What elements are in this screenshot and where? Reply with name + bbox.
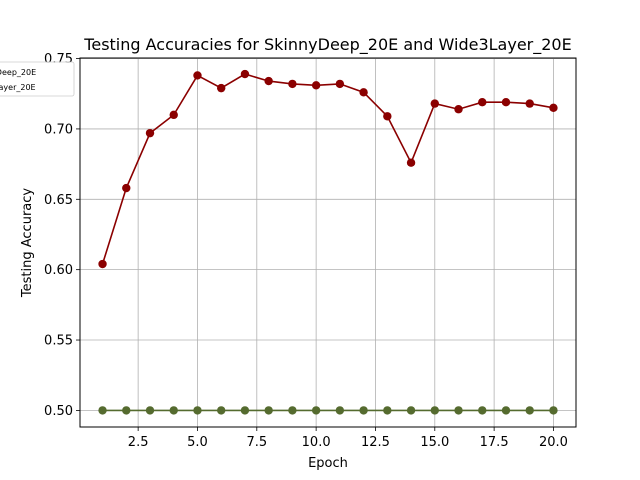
y-tick-label: 0.55 (44, 334, 73, 349)
x-tick-label: 15.0 (420, 435, 449, 450)
grid-lines (80, 58, 576, 427)
data-point-wide3layer-20e (525, 406, 534, 415)
plot-frame (79, 57, 577, 428)
data-point-skinnydeep-20e (478, 97, 487, 107)
series-wide3layer-20e (98, 406, 558, 415)
y-tick-label: 0.50 (44, 404, 73, 419)
data-point-skinnydeep-20e (406, 158, 416, 167)
x-tick-label: 12.5 (361, 435, 390, 450)
data-point-skinnydeep-20e (98, 259, 107, 269)
data-point-wide3layer-20e (169, 406, 178, 415)
data-point-skinnydeep-20e (454, 105, 463, 114)
data-point-wide3layer-20e (478, 406, 487, 415)
data-point-skinnydeep-20e (122, 183, 131, 193)
y-tick-label: 0.70 (44, 122, 73, 137)
data-point-skinnydeep-20e (169, 110, 178, 120)
data-point-skinnydeep-20e (383, 112, 392, 121)
data-point-wide3layer-20e (145, 406, 155, 415)
data-point-wide3layer-20e (501, 406, 511, 415)
series-skinnydeep-20e (98, 69, 558, 269)
x-tick-label: 17.5 (480, 435, 509, 450)
data-point-skinnydeep-20e (217, 83, 226, 93)
data-point-wide3layer-20e (549, 406, 558, 415)
data-point-wide3layer-20e (98, 406, 107, 415)
data-point-wide3layer-20e (406, 406, 416, 415)
data-point-wide3layer-20e (217, 406, 226, 415)
legend-label-skinnydeep-20e: SkinnyDeep_20E (0, 68, 36, 77)
x-tick-label: 2.5 (128, 435, 149, 450)
legend: SkinnyDeep_20E Wide3Layer_20E (0, 61, 75, 97)
data-point-skinnydeep-20e (430, 99, 439, 108)
chart-title: Testing Accuracies for SkinnyDeep_20E an… (83, 35, 571, 55)
x-tick-label: 7.5 (246, 435, 267, 450)
data-point-skinnydeep-20e (525, 99, 534, 108)
data-point-skinnydeep-20e (240, 69, 250, 79)
data-point-skinnydeep-20e (549, 103, 558, 113)
data-point-skinnydeep-20e (311, 81, 321, 90)
data-point-wide3layer-20e (359, 406, 368, 415)
data-point-wide3layer-20e (311, 406, 321, 415)
data-point-skinnydeep-20e (264, 76, 273, 86)
data-point-wide3layer-20e (122, 406, 131, 415)
data-point-skinnydeep-20e (288, 79, 297, 89)
data-point-skinnydeep-20e (359, 88, 368, 97)
x-tick-label: 10.0 (302, 435, 331, 450)
data-point-wide3layer-20e (240, 406, 250, 415)
y-tick-label: 0.60 (44, 263, 73, 278)
data-point-skinnydeep-20e (501, 97, 511, 107)
data-point-skinnydeep-20e (145, 128, 155, 138)
data-point-wide3layer-20e (335, 406, 345, 415)
x-tick-label: 5.0 (187, 435, 208, 450)
series-layer (98, 69, 558, 415)
data-point-wide3layer-20e (430, 406, 439, 415)
data-point-skinnydeep-20e (335, 79, 345, 89)
data-point-wide3layer-20e (264, 406, 273, 415)
x-axis-label: Epoch (308, 456, 348, 471)
legend-label-wide3layer-20e: Wide3Layer_20E (0, 83, 36, 92)
data-point-wide3layer-20e (454, 406, 463, 415)
y-tick-label: 0.65 (44, 193, 73, 208)
data-point-wide3layer-20e (193, 406, 202, 415)
data-point-wide3layer-20e (288, 406, 297, 415)
axis-ticks: 2.5 5.0 7.5 10.0 12.5 15.0 17.5 20.0 0.50 0.55 0.6… (44, 52, 568, 450)
data-point-skinnydeep-20e (193, 71, 202, 80)
x-tick-label: 20.0 (539, 435, 568, 450)
y-axis-label: Testing Accuracy (20, 188, 35, 298)
data-point-wide3layer-20e (383, 406, 392, 415)
legend-box (0, 61, 75, 97)
